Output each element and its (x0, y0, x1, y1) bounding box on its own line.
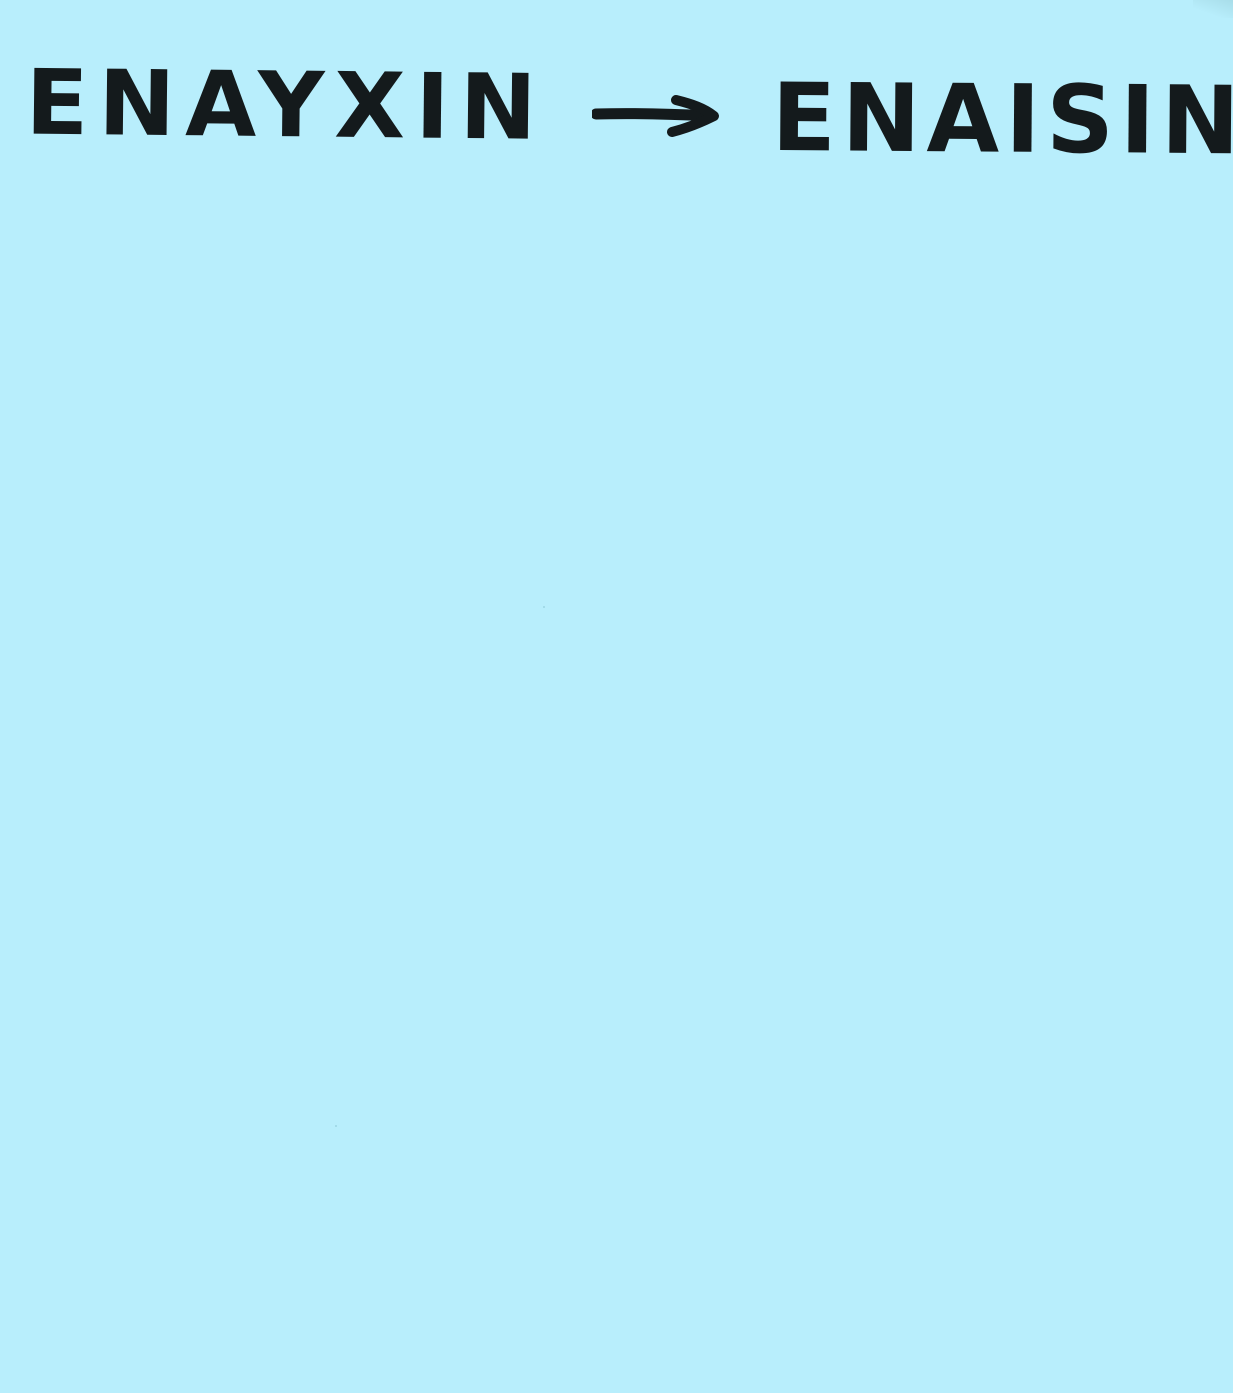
handwritten-line: ENAYXIN ENAISINS (0, 0, 1233, 200)
corner-shadow (1193, 0, 1233, 18)
paper-speck (543, 606, 545, 608)
right-arrow-icon (592, 95, 719, 137)
handwritten-word-left: ENAYXIN (24, 50, 548, 161)
handwritten-word-right: ENAISINS (771, 64, 1233, 177)
paper-speck (335, 1125, 337, 1127)
